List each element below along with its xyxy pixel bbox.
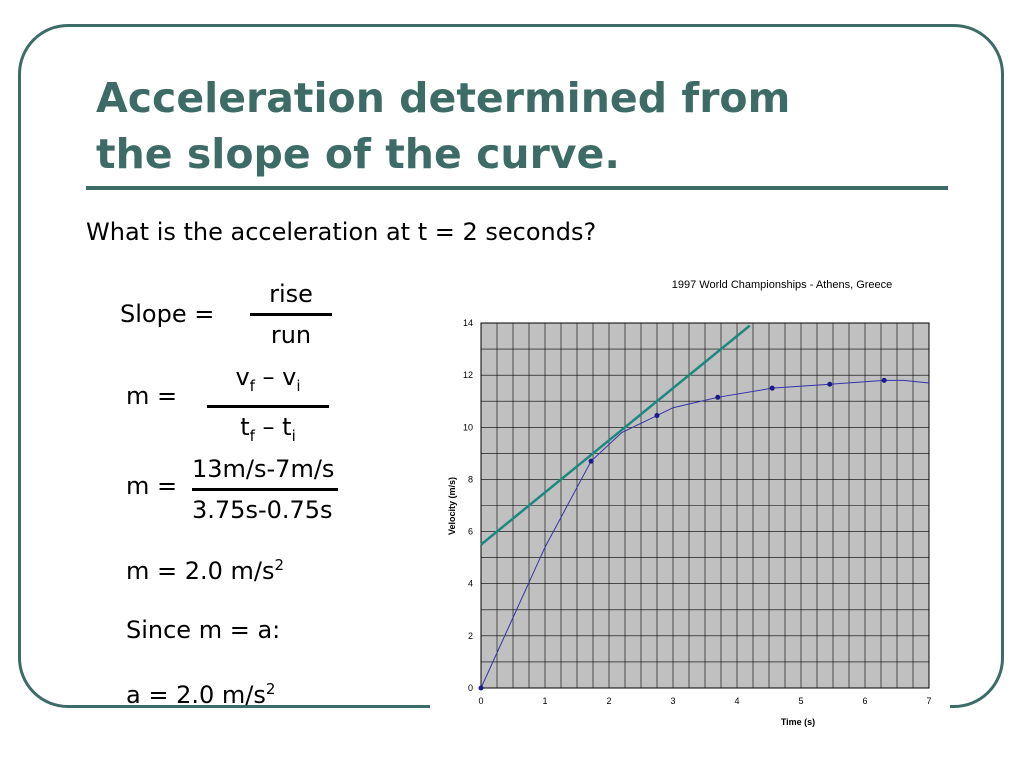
slide-title: Acceleration determined from the slope o…: [96, 70, 936, 182]
question-text: What is the acceleration at t = 2 second…: [86, 218, 597, 246]
data-point: [654, 413, 660, 419]
data-point: [769, 385, 775, 391]
since-statement: Since m = a:: [126, 616, 281, 644]
x-tick-label: 5: [798, 696, 803, 706]
title-divider: [86, 186, 948, 190]
x-tick-label: 1: [542, 696, 547, 706]
x-tick-label: 6: [862, 696, 867, 706]
slope-numerator: rise: [269, 280, 313, 308]
velocity-curve: [480, 379, 930, 689]
slope-fraction: rise run: [250, 277, 332, 352]
y-axis-label: Velocity (m/s): [447, 477, 457, 535]
velocity-time-fraction: vf – vi tf – ti: [207, 360, 329, 453]
x-tick-label: 7: [926, 696, 931, 706]
x-tick-label: 4: [734, 696, 739, 706]
slope-label: Slope =: [120, 300, 215, 328]
m-label-2: m =: [126, 472, 178, 500]
x-tick-label: 3: [670, 696, 675, 706]
numeric-fraction: 13m/s-7m/s 3.75s-0.75s: [192, 452, 338, 527]
slope-denominator: run: [270, 321, 312, 349]
velocity-difference: vf – vi: [235, 363, 301, 395]
y-tick-label: 14: [463, 318, 473, 328]
fraction-bar: [192, 488, 338, 491]
acceleration-result: a = 2.0 m/s2: [126, 680, 276, 709]
time-difference: tf – ti: [240, 412, 296, 445]
y-tick-label: 6: [468, 527, 473, 537]
slope-result: m = 2.0 m/s2: [126, 556, 285, 585]
chart-title: 1997 World Championships - Athens, Greec…: [672, 279, 893, 291]
velocity-time-chart: 1997 World Championships - Athens, Greec…: [430, 270, 950, 730]
numeric-denominator: 3.75s-0.75s: [192, 496, 333, 524]
x-tick-label: 0: [478, 696, 483, 706]
title-line-1: Acceleration determined from: [96, 74, 791, 122]
fraction-bar: [207, 404, 329, 408]
y-tick-label: 12: [463, 370, 473, 380]
m-label-1: m =: [126, 382, 178, 410]
data-point: [588, 458, 594, 464]
data-point: [715, 394, 721, 400]
y-tick-label: 10: [463, 422, 473, 432]
data-point: [827, 381, 833, 387]
y-tick-label: 8: [468, 474, 473, 484]
y-tick-label: 0: [468, 683, 473, 693]
y-tick-label: 4: [468, 579, 473, 589]
chart-svg: 1997 World Championships - Athens, Greec…: [430, 270, 950, 730]
numeric-numerator: 13m/s-7m/s: [192, 455, 335, 483]
title-line-2: the slope of the curve.: [96, 130, 620, 178]
tangent-line: [480, 324, 751, 546]
data-point: [478, 685, 484, 691]
data-point: [881, 377, 887, 383]
fraction-bar: [250, 313, 332, 316]
x-tick-label: 2: [606, 696, 611, 706]
y-tick-label: 2: [468, 631, 473, 641]
x-axis-label: Time (s): [781, 717, 815, 727]
